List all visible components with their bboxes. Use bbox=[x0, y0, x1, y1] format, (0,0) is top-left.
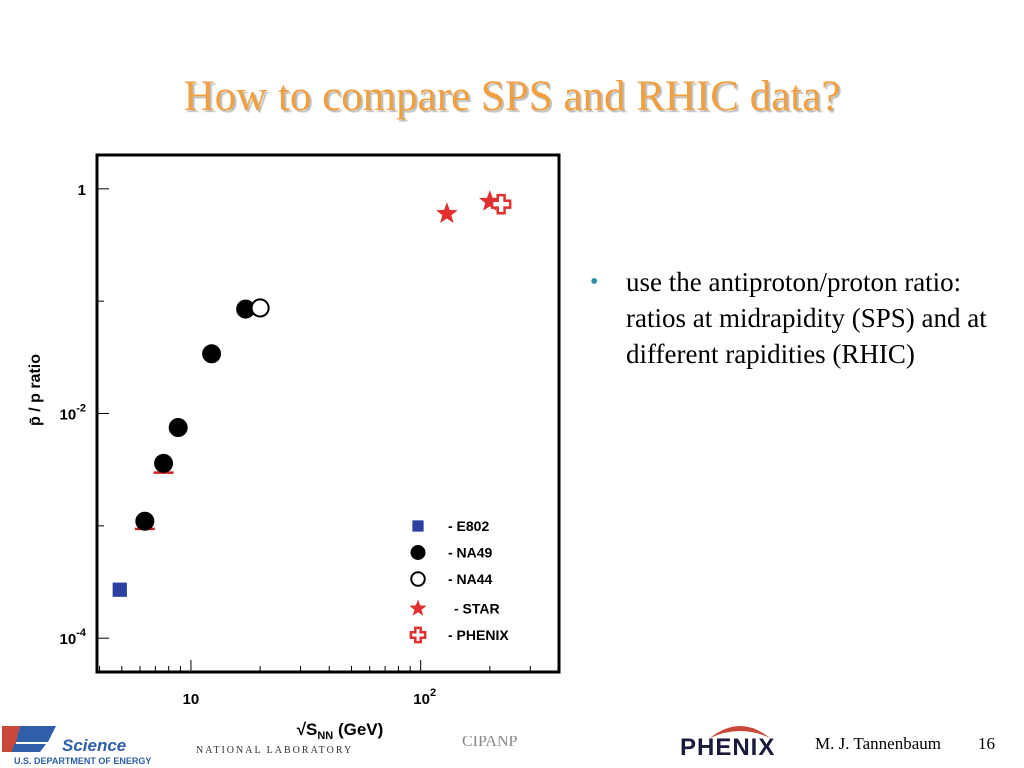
doe-logo-sub: U.S. DEPARTMENT OF ENERGY bbox=[14, 756, 152, 766]
legend-marker bbox=[410, 545, 426, 560]
plot-frame bbox=[95, 153, 561, 674]
phenix-logo: PHENIX bbox=[680, 720, 800, 761]
data-point bbox=[479, 190, 501, 211]
ratio-chart: 10 102 1 10-2 10-4 √SNN (GeV) p̄ / p ratio - E8… bbox=[27, 153, 561, 740]
phenix-logo-text: PHENIX bbox=[680, 734, 776, 761]
doe-logo-word: Science bbox=[62, 736, 127, 755]
data-point bbox=[202, 344, 222, 364]
data-point bbox=[168, 418, 188, 438]
x-tick-label: 10 bbox=[183, 691, 200, 708]
legend-entry: - E802 bbox=[448, 518, 489, 534]
doe-emblem-icon bbox=[2, 726, 56, 752]
data-point bbox=[135, 511, 155, 531]
legend-marker bbox=[412, 520, 424, 532]
y-tick-label: 1 bbox=[78, 182, 86, 199]
data-point bbox=[250, 298, 270, 318]
conference-label: CIPANP bbox=[462, 736, 518, 748]
y-tick-label: 10-2 bbox=[60, 403, 86, 424]
slide-footer: Science U.S. DEPARTMENT OF ENERGY NATION… bbox=[0, 710, 1024, 768]
x-axis-label: √SNN (GeV) bbox=[297, 720, 384, 740]
y-tick-label: 10-4 bbox=[60, 627, 87, 648]
legend-marker bbox=[409, 626, 427, 644]
legend-entry: - NA49 bbox=[448, 545, 493, 561]
bullet-text: use the antiproton/proton ratio: ratios … bbox=[626, 267, 987, 369]
data-point bbox=[154, 453, 174, 473]
data-point bbox=[236, 299, 256, 319]
lab-name: NATIONAL LABORATORY bbox=[196, 745, 354, 756]
legend-entry: - NA44 bbox=[448, 571, 493, 587]
phenix-wing-icon bbox=[710, 726, 770, 738]
legend-marker bbox=[410, 571, 426, 587]
doe-logo: Science U.S. DEPARTMENT OF ENERGY bbox=[0, 722, 151, 766]
author-name: M. J. Tannenbaum bbox=[815, 734, 941, 753]
legend-marker bbox=[409, 599, 427, 616]
legend-entry: - PHENIX bbox=[448, 627, 509, 643]
data-point bbox=[490, 193, 512, 215]
data-point bbox=[112, 582, 127, 597]
x-tick-label: 102 bbox=[413, 687, 436, 708]
y-axis-label: p̄ / p ratio bbox=[27, 354, 44, 426]
bullet-dot-icon: • bbox=[590, 269, 599, 295]
bullet-list: • use the antiproton/proton ratio: ratio… bbox=[590, 264, 1010, 372]
page-number: 16 bbox=[978, 734, 995, 753]
data-point bbox=[436, 202, 458, 223]
slide-title: How to compare SPS and RHIC data? bbox=[183, 73, 841, 120]
legend-entry: - STAR bbox=[454, 601, 500, 617]
